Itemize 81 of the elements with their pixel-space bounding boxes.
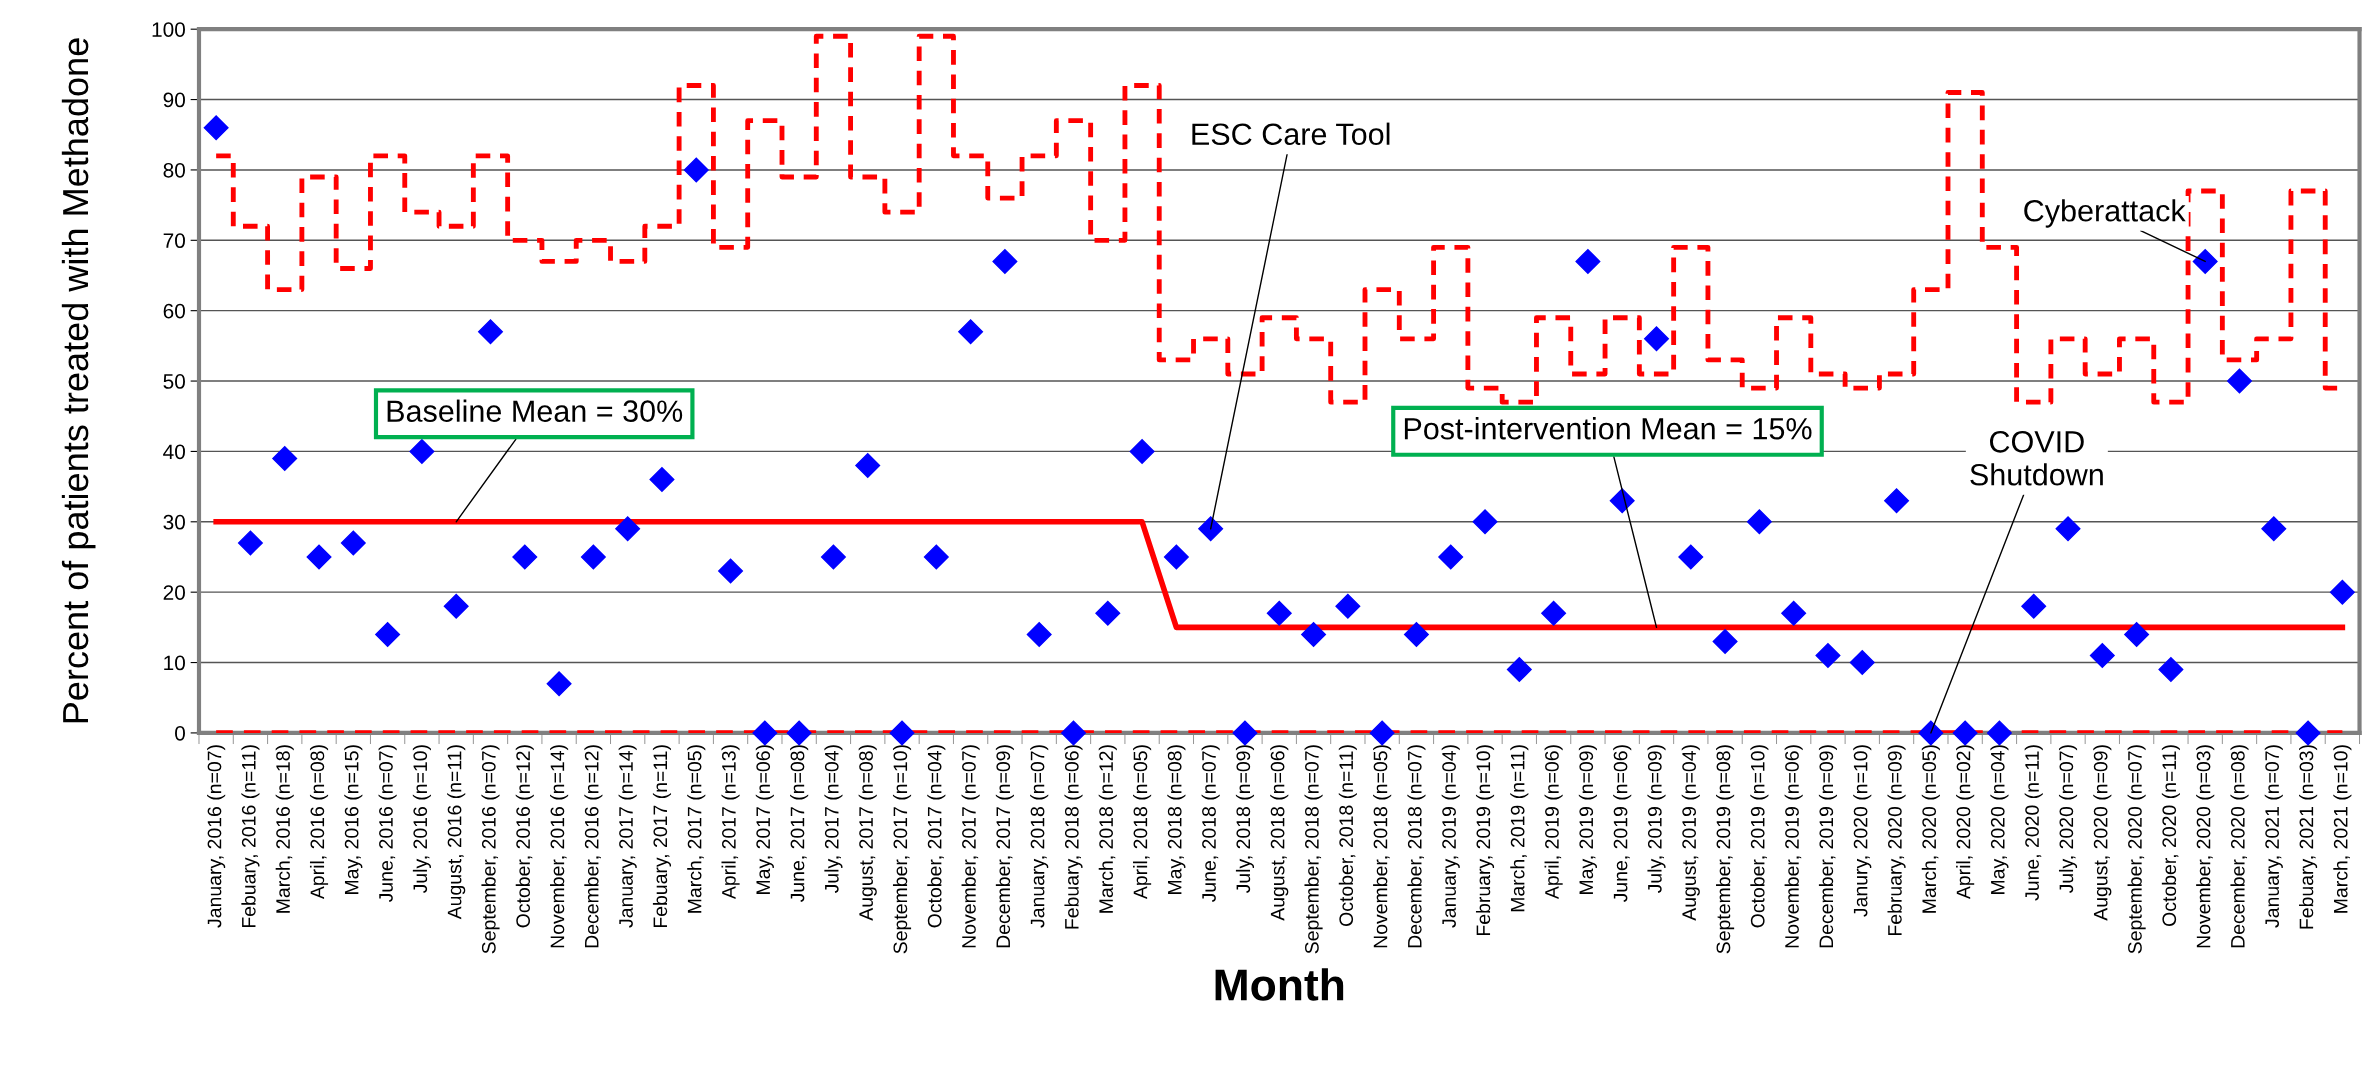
x-tick-label: April, 2016 (n=08) xyxy=(309,745,329,900)
y-tick-label: 60 xyxy=(163,303,185,319)
y-tick-label: 20 xyxy=(163,585,185,600)
x-tick-label: July, 2019 (n=09) xyxy=(1647,745,1666,894)
x-tick-label: December, 2020 (n=08) xyxy=(2230,745,2249,948)
y-tick-label: 100 xyxy=(152,22,185,37)
annotation: ESC Care Tool xyxy=(1192,122,1390,146)
y-axis-title: Percent of patients treated with Methadone xyxy=(61,38,96,723)
y-tick-label: 10 xyxy=(164,655,185,671)
x-tick-label: March, 2020 (n=05) xyxy=(1921,745,1940,913)
x-tick-label: Janury, 2020 (n=10) xyxy=(1853,745,1872,917)
annotation: Cyberattack xyxy=(2024,199,2186,228)
x-tick-label: September, 2019 (n=08) xyxy=(1716,745,1735,954)
y-tick-label: 30 xyxy=(163,514,185,530)
y-tick-label: 40 xyxy=(163,444,185,460)
x-tick-label: January, 2017 (n=14) xyxy=(618,745,637,928)
x-tick-label: September, 2020 (n=07) xyxy=(2127,745,2146,954)
x-tick-label: July, 2017 (n=04) xyxy=(824,745,843,894)
x-tick-label: August, 2020 (n=09) xyxy=(2093,745,2112,921)
x-tick-label: July, 2018 (n=09) xyxy=(1235,745,1255,894)
x-tick-label: Febuary, 2016 (n=11) xyxy=(241,745,260,928)
x-tick-label: May, 2016 (n=15) xyxy=(344,745,363,894)
x-tick-label: September, 2016 (n=07) xyxy=(481,745,500,954)
x-tick-label: April, 2020 (n=02) xyxy=(1956,745,1975,900)
x-tick-label: February, 2020 (n=09) xyxy=(1887,745,1906,935)
x-tick-label: December, 2019 (n=09) xyxy=(1818,745,1838,948)
x-tick-label: April, 2018 (n=05) xyxy=(1133,745,1152,900)
x-tick-label: March, 2019 (n=11) xyxy=(1510,745,1529,912)
x-tick-label: June, 2019 (n=06) xyxy=(1613,745,1632,903)
annotation: Baseline Mean = 30% xyxy=(387,399,683,422)
x-tick-label: September, 2018 (n=07) xyxy=(1304,745,1323,954)
y-tick-label: 70 xyxy=(163,233,185,249)
x-tick-label: May, 2020 (n=04) xyxy=(1990,745,2009,894)
x-tick-label: January, 2019 (n=04) xyxy=(1441,745,1460,928)
x-tick-label: November, 2016 (n=14) xyxy=(550,745,569,948)
x-tick-label: May, 2017 (n=06) xyxy=(755,745,774,894)
x-tick-label: November, 2017 (n=07) xyxy=(961,745,980,948)
y-tick-label: 50 xyxy=(163,374,185,389)
x-tick-label: July, 2020 (n=07) xyxy=(2058,745,2078,894)
y-tick-label: 0 xyxy=(175,725,185,741)
x-tick-label: December, 2018 (n=07) xyxy=(1407,745,1426,948)
x-tick-label: October, 2019 (n=10) xyxy=(1750,745,1769,928)
x-tick-label: June, 2018 (n=07) xyxy=(1201,745,1220,903)
x-tick-label: March, 2018 (n=12) xyxy=(1098,745,1117,913)
x-tick-label: May, 2018 (n=08) xyxy=(1167,745,1186,894)
x-tick-label: September, 2017 (n=10) xyxy=(892,745,912,954)
x-tick-label: Febuary, 2017 (n=11) xyxy=(652,745,672,928)
x-tick-label: August, 2019 (n=04) xyxy=(1681,745,1700,921)
y-tick-label: 80 xyxy=(163,162,185,178)
x-axis-title: Month xyxy=(1215,968,1344,1001)
x-tick-label: August, 2016 (n=11) xyxy=(447,745,466,920)
x-tick-label: March, 2021 (n=10) xyxy=(2333,745,2352,913)
x-tick-label: June, 2016 (n=07) xyxy=(378,745,397,903)
x-tick-label: October, 2020 (n=11) xyxy=(2161,745,2180,926)
x-tick-label: October, 2017 (n=04) xyxy=(927,745,946,928)
x-tick-label: August, 2017 (n=08) xyxy=(858,745,877,921)
x-tick-label: July, 2016 (n=10) xyxy=(412,745,431,894)
y-tick-label: 90 xyxy=(163,92,185,108)
x-tick-label: October, 2018 (n=11) xyxy=(1338,745,1357,926)
x-tick-label: Febuary, 2018 (n=06) xyxy=(1064,745,1083,929)
x-tick-label: November, 2020 (n=03) xyxy=(2196,745,2215,948)
x-tick-label: June, 2017 (n=08) xyxy=(790,745,809,903)
x-tick-label: April, 2019 (n=06) xyxy=(1544,745,1563,900)
x-tick-label: November, 2018 (n=05) xyxy=(1373,745,1392,948)
annotation: Post-intervention Mean = 15% xyxy=(1404,417,1812,440)
annotation: COVID Shutdown xyxy=(1970,431,2103,486)
x-tick-label: January, 2018 (n=07) xyxy=(1030,745,1049,928)
x-tick-label: January, 2021 (n=07) xyxy=(2264,745,2283,928)
x-tick-label: May, 2019 (n=09) xyxy=(1578,745,1597,894)
x-tick-label: June, 2020 (n=11) xyxy=(2024,745,2043,901)
x-tick-label: December, 2016 (n=12) xyxy=(584,745,603,948)
x-tick-label: February, 2019 (n=10) xyxy=(1475,745,1495,935)
x-tick-label: August, 2018 (n=06) xyxy=(1270,745,1289,921)
x-tick-label: December, 2017 (n=09) xyxy=(995,745,1014,948)
x-tick-label: March, 2017 (n=05) xyxy=(687,745,706,913)
x-tick-label: November, 2019 (n=06) xyxy=(1784,745,1803,948)
x-tick-label: April, 2017 (n=13) xyxy=(721,745,740,900)
x-tick-label: January, 2016 (n=07) xyxy=(207,745,226,928)
x-tick-label: Febuary, 2021 (n=03) xyxy=(2299,745,2318,929)
x-tick-label: March, 2016 (n=18) xyxy=(275,745,294,913)
x-tick-label: October, 2016 (n=12) xyxy=(515,745,534,928)
